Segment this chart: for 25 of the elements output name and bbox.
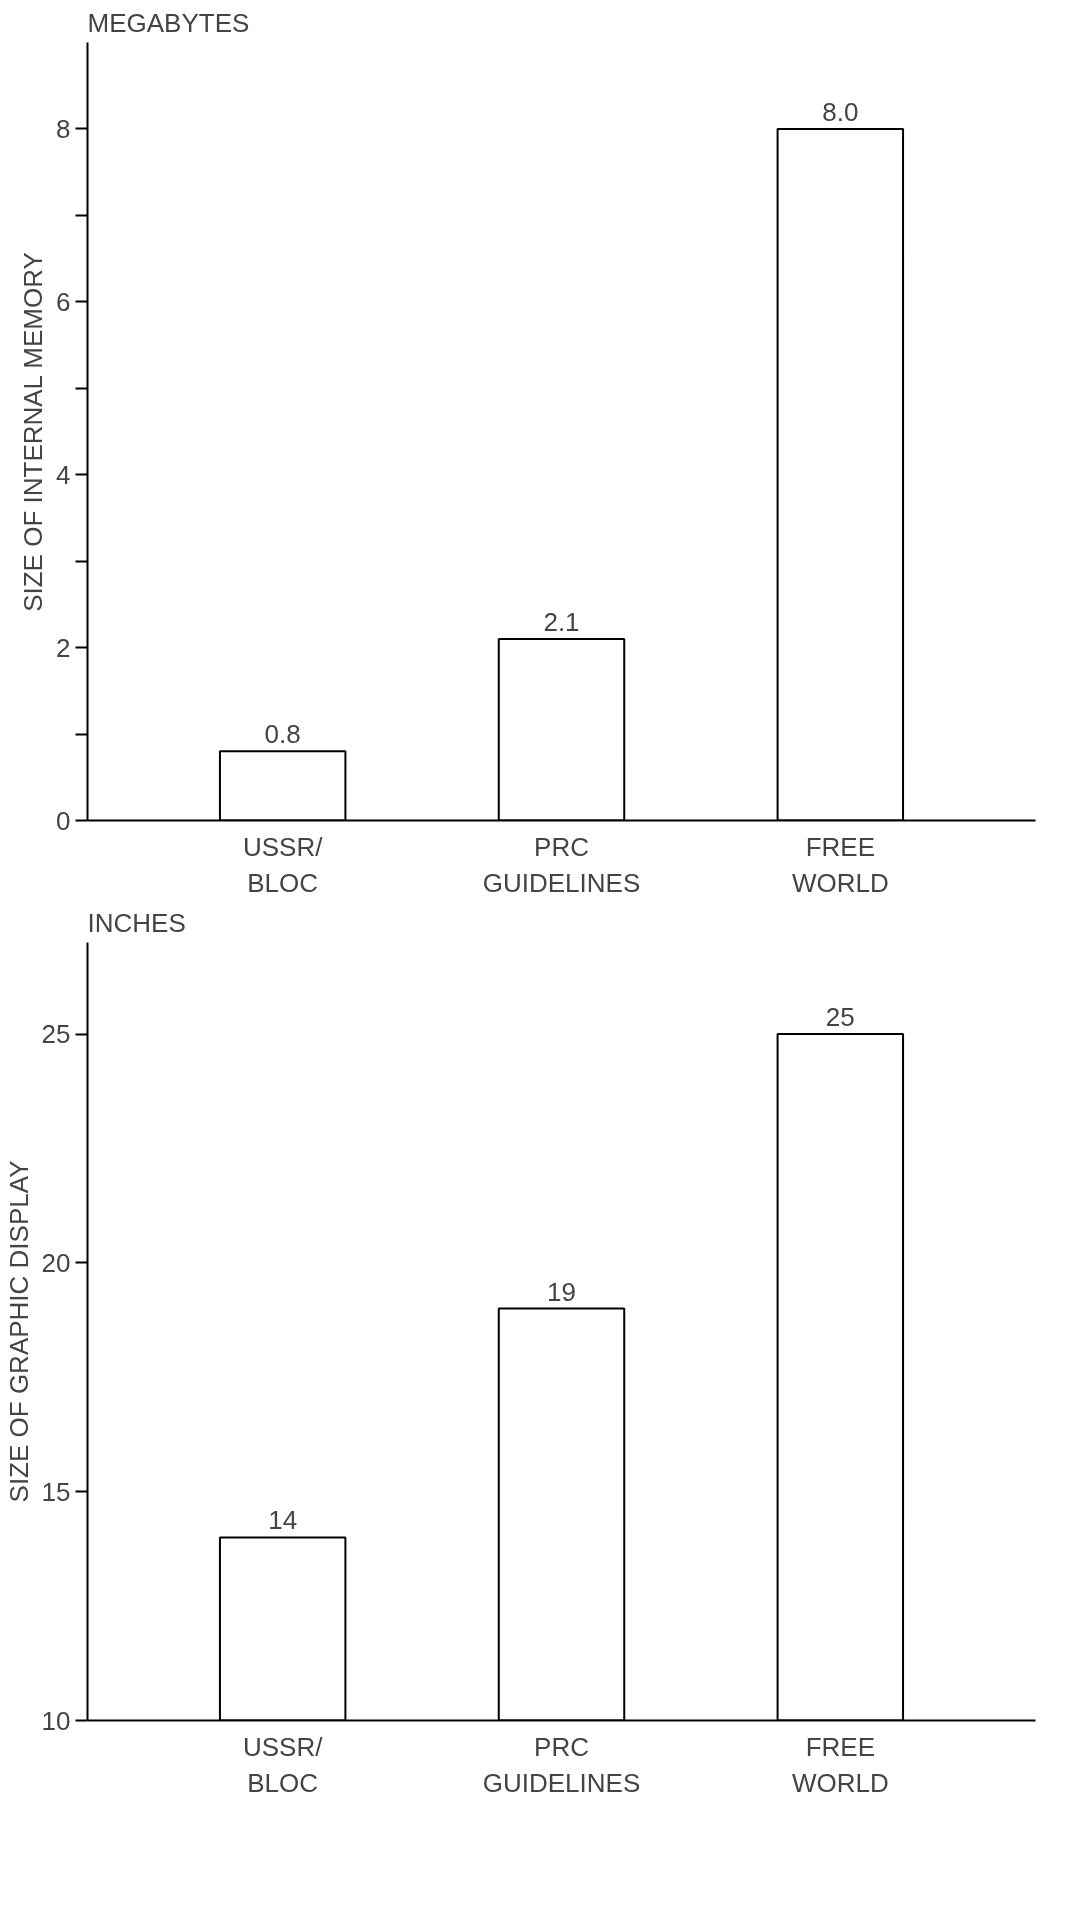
y-tick-label: 8 <box>56 113 71 144</box>
y-axis-title: SIZE OF GRAPHIC DISPLAY <box>3 1160 34 1503</box>
y-axis-title: SIZE OF INTERNAL MEMORY <box>18 252 49 612</box>
y-tick-label: 15 <box>41 1476 71 1507</box>
y-tick-label: 10 <box>41 1705 71 1736</box>
data-label: 19 <box>547 1276 576 1307</box>
data-label: 25 <box>825 1002 855 1033</box>
data-label: 0.8 <box>264 719 301 750</box>
y-tick-label: 0 <box>56 805 71 836</box>
data-label: 2.1 <box>543 606 580 637</box>
y-tick-label: 20 <box>41 1247 71 1278</box>
x-tick-label: PRC GUIDELINES <box>482 1731 641 1798</box>
x-tick-label: FREE WORLD <box>791 831 889 898</box>
y-tick-label: 2 <box>56 632 71 663</box>
y-tick-label: 4 <box>56 459 71 490</box>
x-tick-label: PRC GUIDELINES <box>482 831 641 898</box>
data-label: 8.0 <box>822 96 859 127</box>
chart-title: MEGABYTES <box>87 7 250 38</box>
x-tick-label: FREE WORLD <box>791 1731 889 1798</box>
chart-title: INCHES <box>87 907 186 938</box>
y-tick-label: 25 <box>41 1019 71 1050</box>
data-label: 14 <box>268 1505 298 1536</box>
x-tick-label: USSR/ BLOC <box>242 1731 324 1798</box>
x-tick-label: USSR/ BLOC <box>242 831 324 898</box>
y-tick-label: 6 <box>56 286 71 317</box>
